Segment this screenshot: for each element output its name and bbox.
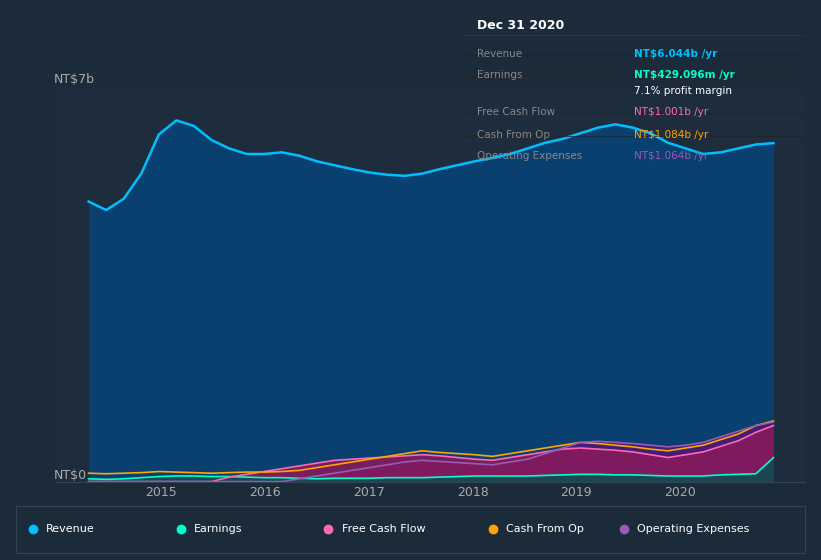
Text: NT$6.044b /yr: NT$6.044b /yr bbox=[635, 49, 718, 59]
Text: Dec 31 2020: Dec 31 2020 bbox=[478, 18, 565, 31]
Text: NT$429.096m /yr: NT$429.096m /yr bbox=[635, 69, 735, 80]
Text: NT$7b: NT$7b bbox=[53, 73, 94, 86]
Text: Earnings: Earnings bbox=[478, 69, 523, 80]
Text: NT$1.084b /yr: NT$1.084b /yr bbox=[635, 129, 709, 139]
Text: Revenue: Revenue bbox=[478, 49, 523, 59]
Text: Operating Expenses: Operating Expenses bbox=[478, 151, 583, 161]
Text: Cash From Op: Cash From Op bbox=[478, 129, 551, 139]
Text: Cash From Op: Cash From Op bbox=[506, 524, 584, 534]
Text: Operating Expenses: Operating Expenses bbox=[637, 524, 750, 534]
Text: NT$1.064b /yr: NT$1.064b /yr bbox=[635, 151, 709, 161]
Text: Free Cash Flow: Free Cash Flow bbox=[342, 524, 425, 534]
Text: NT$1.001b /yr: NT$1.001b /yr bbox=[635, 107, 709, 117]
Text: NT$0: NT$0 bbox=[53, 469, 87, 482]
Text: 7.1% profit margin: 7.1% profit margin bbox=[635, 86, 732, 96]
Text: Free Cash Flow: Free Cash Flow bbox=[478, 107, 556, 117]
Text: Earnings: Earnings bbox=[194, 524, 242, 534]
Text: Revenue: Revenue bbox=[46, 524, 94, 534]
